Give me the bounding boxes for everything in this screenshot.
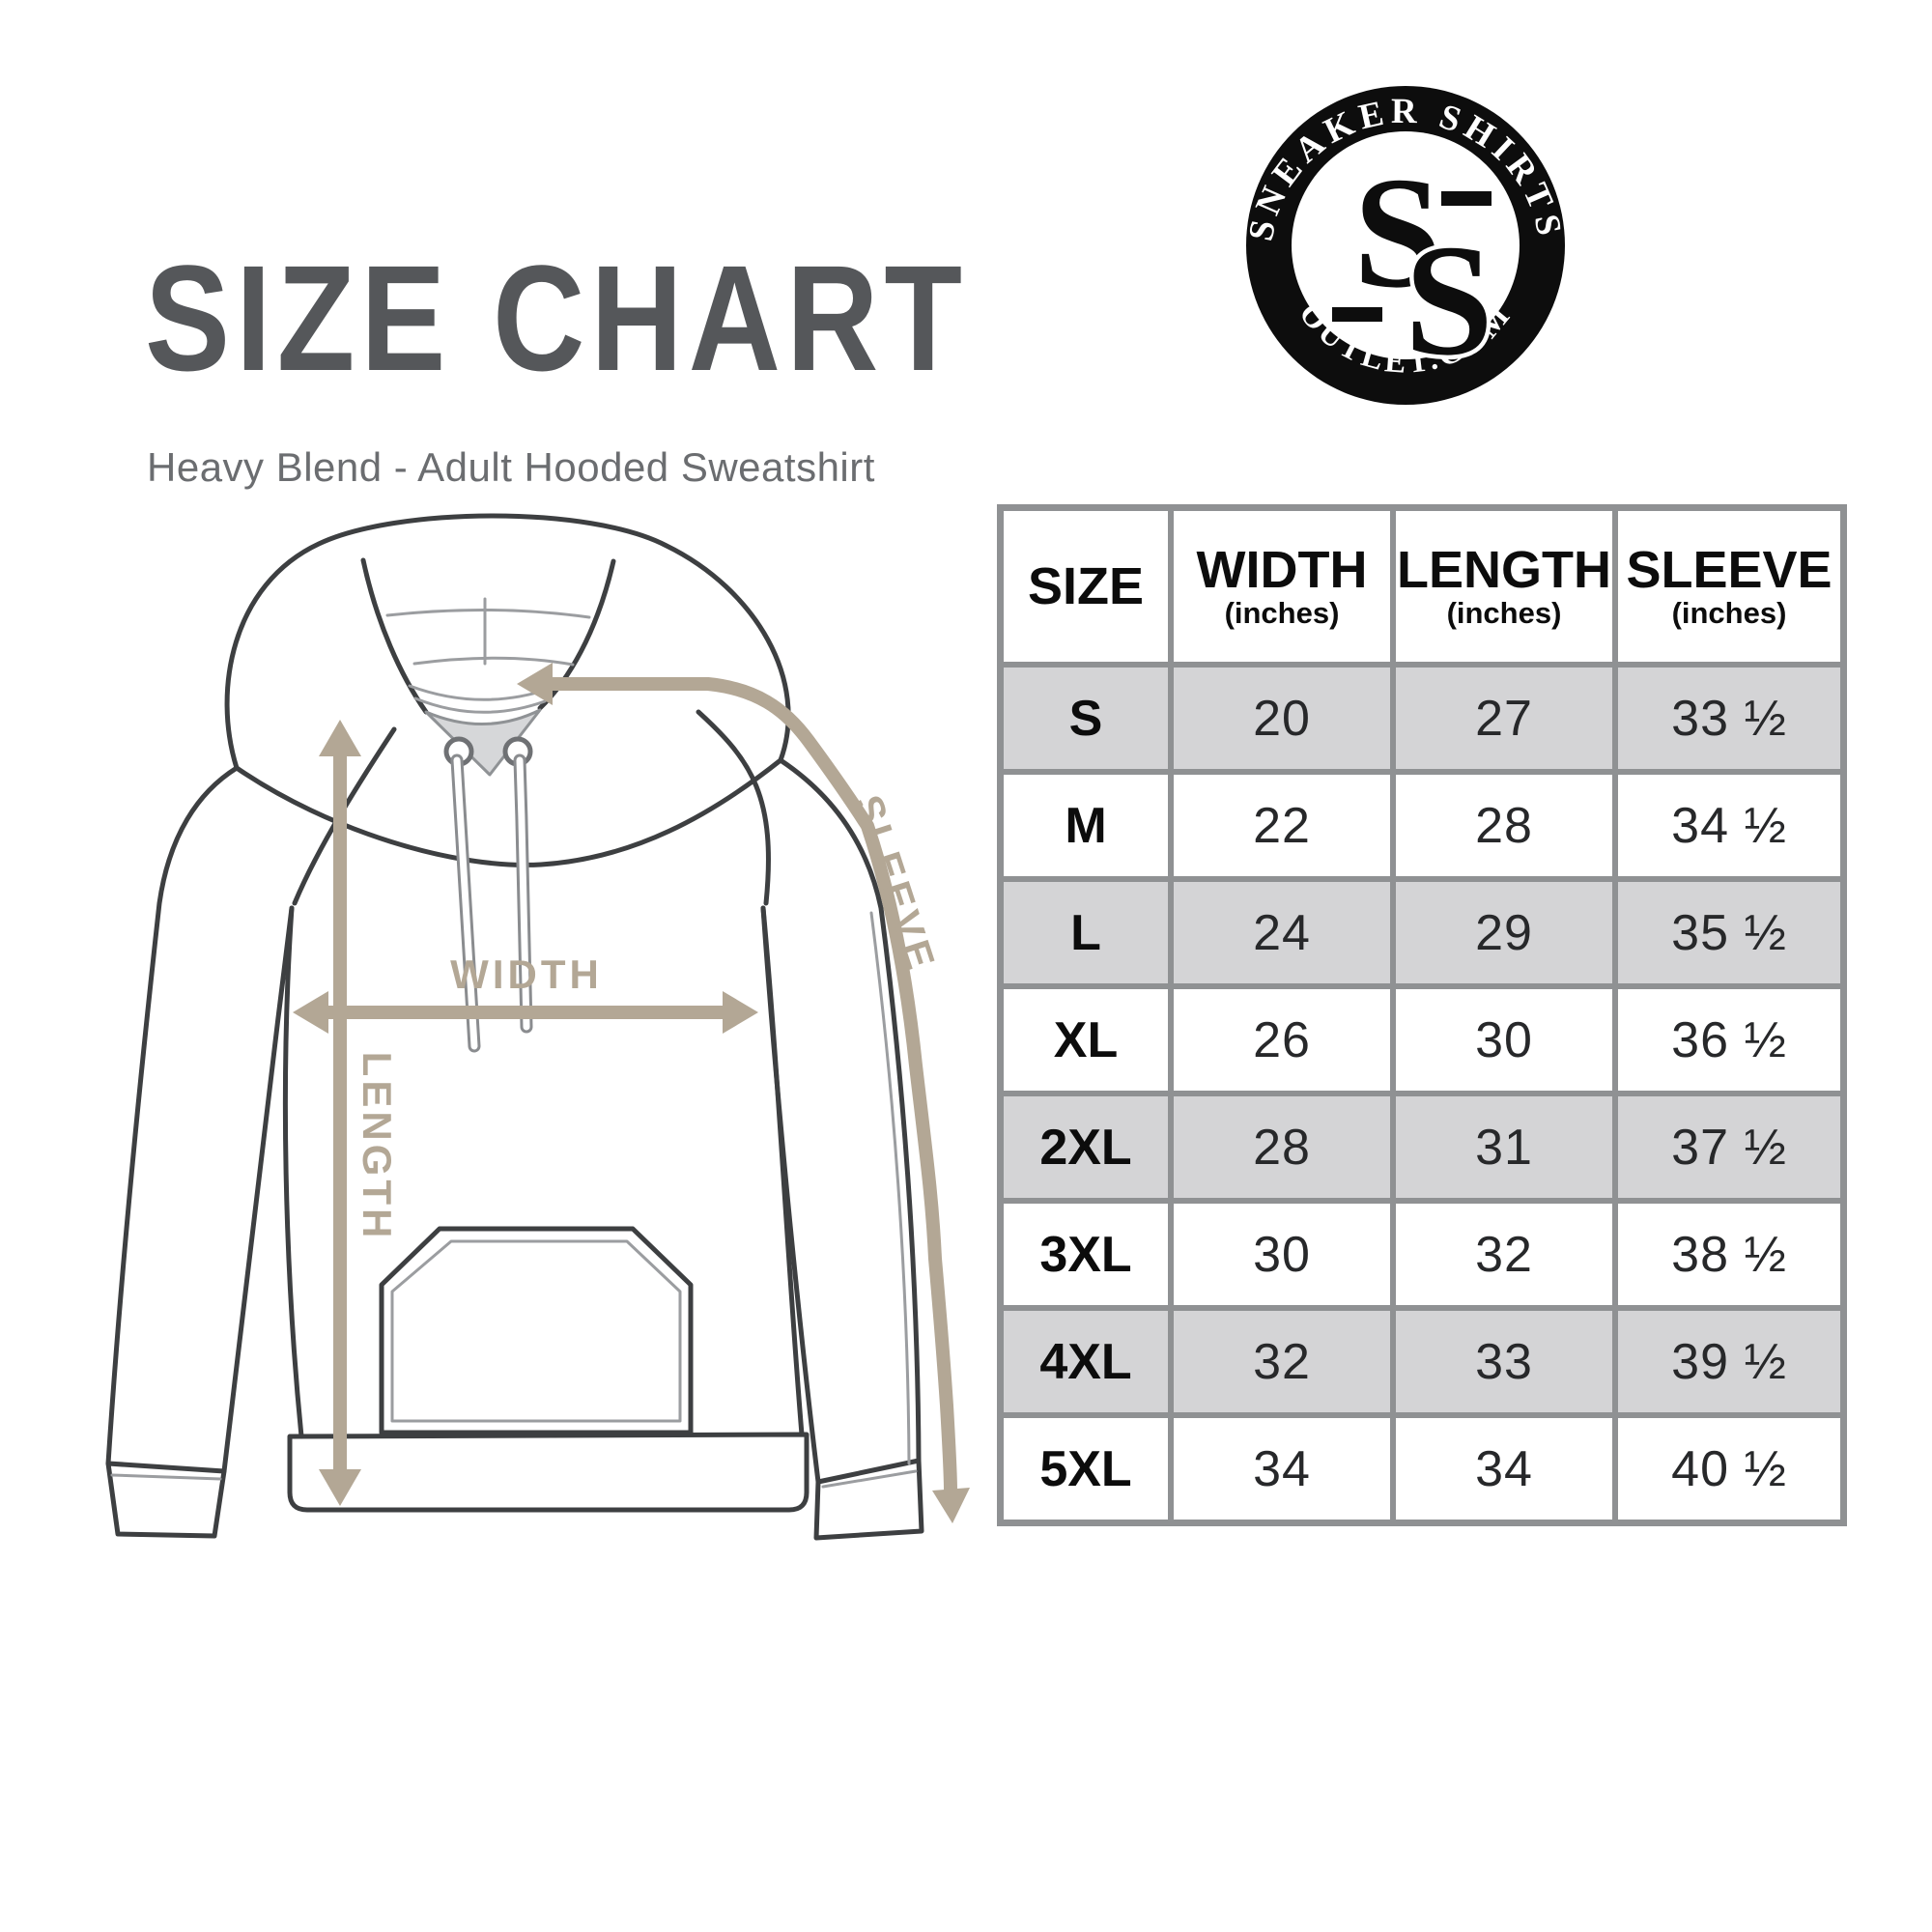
table-cell-width: 30 xyxy=(1174,1204,1390,1305)
column-header-units: (inches) xyxy=(1671,596,1787,631)
hoodie-diagram: WIDTH LENGTH SLEEVE xyxy=(105,513,970,1541)
column-header-label: SIZE xyxy=(1027,556,1145,615)
table-cell-sleeve: 40 ½ xyxy=(1618,1418,1840,1520)
length-arrow-label: LENGTH xyxy=(355,1052,400,1242)
collar-triangle xyxy=(424,708,542,777)
table-cell-length: 33 xyxy=(1396,1311,1612,1412)
table-cell-length: 29 xyxy=(1396,882,1612,983)
svg-text:S: S xyxy=(1405,212,1493,388)
table-cell-length: 28 xyxy=(1396,775,1612,876)
column-header-units: (inches) xyxy=(1446,596,1562,631)
table-row-size-cell: 4XL xyxy=(1004,1311,1168,1412)
measurement-arrows: WIDTH LENGTH SLEEVE xyxy=(293,663,970,1523)
table-row-size-cell: L xyxy=(1004,882,1168,983)
table-cell-width: 32 xyxy=(1174,1311,1390,1412)
column-header-width: WIDTH (inches) xyxy=(1174,511,1390,662)
column-header-label: LENGTH xyxy=(1397,541,1611,600)
column-header-size: SIZE xyxy=(1004,511,1168,662)
table-cell-length: 27 xyxy=(1396,668,1612,769)
table-cell-width: 22 xyxy=(1174,775,1390,876)
table-cell-width: 20 xyxy=(1174,668,1390,769)
table-row-size-cell: XL xyxy=(1004,989,1168,1091)
page-subtitle: Heavy Blend - Adult Hooded Sweatshirt xyxy=(147,444,875,490)
table-cell-sleeve: 37 ½ xyxy=(1618,1096,1840,1198)
sleeve-arrow-label: SLEEVE xyxy=(845,789,945,978)
table-cell-width: 28 xyxy=(1174,1096,1390,1198)
table-row-size-cell: S xyxy=(1004,668,1168,769)
table-cell-length: 30 xyxy=(1396,989,1612,1091)
column-header-length: LENGTH (inches) xyxy=(1396,511,1612,662)
column-header-units: (inches) xyxy=(1224,596,1340,631)
page-title: SIZE CHART xyxy=(145,234,968,403)
table-cell-sleeve: 34 ½ xyxy=(1618,775,1840,876)
column-header-label: WIDTH xyxy=(1196,541,1368,600)
sleeve-arrow xyxy=(517,663,970,1523)
table-cell-length: 34 xyxy=(1396,1418,1612,1520)
column-header-sleeve: SLEEVE (inches) xyxy=(1618,511,1840,662)
logo-ss-monogram-icon: S S xyxy=(1332,144,1497,393)
hoodie-outline xyxy=(105,513,924,1541)
table-row-size-cell: 2XL xyxy=(1004,1096,1168,1198)
hoodie-seam-details xyxy=(110,597,918,1489)
brand-logo-badge: SNEAKER SHIRTS OUTLET.COM S S xyxy=(1243,86,1565,405)
table-cell-sleeve: 35 ½ xyxy=(1618,882,1840,983)
table-cell-sleeve: 36 ½ xyxy=(1618,989,1840,1091)
column-header-label: SLEEVE xyxy=(1626,541,1833,600)
table-row-size-cell: 5XL xyxy=(1004,1418,1168,1520)
table-cell-sleeve: 38 ½ xyxy=(1618,1204,1840,1305)
svg-text:S: S xyxy=(1353,144,1442,321)
length-arrow xyxy=(319,720,361,1506)
logo-inner-disc xyxy=(1292,131,1520,359)
table-cell-width: 24 xyxy=(1174,882,1390,983)
width-arrow xyxy=(293,991,758,1034)
table-row-size-cell: 3XL xyxy=(1004,1204,1168,1305)
table-cell-sleeve: 33 ½ xyxy=(1618,668,1840,769)
table-cell-width: 26 xyxy=(1174,989,1390,1091)
size-table: SIZE WIDTH (inches) LENGTH (inches) SLEE… xyxy=(997,504,1847,1526)
drawstrings xyxy=(450,753,533,1053)
table-cell-length: 31 xyxy=(1396,1096,1612,1198)
table-cell-length: 32 xyxy=(1396,1204,1612,1305)
width-arrow-label: WIDTH xyxy=(450,952,603,997)
table-cell-width: 34 xyxy=(1174,1418,1390,1520)
table-cell-sleeve: 39 ½ xyxy=(1618,1311,1840,1412)
table-row-size-cell: M xyxy=(1004,775,1168,876)
